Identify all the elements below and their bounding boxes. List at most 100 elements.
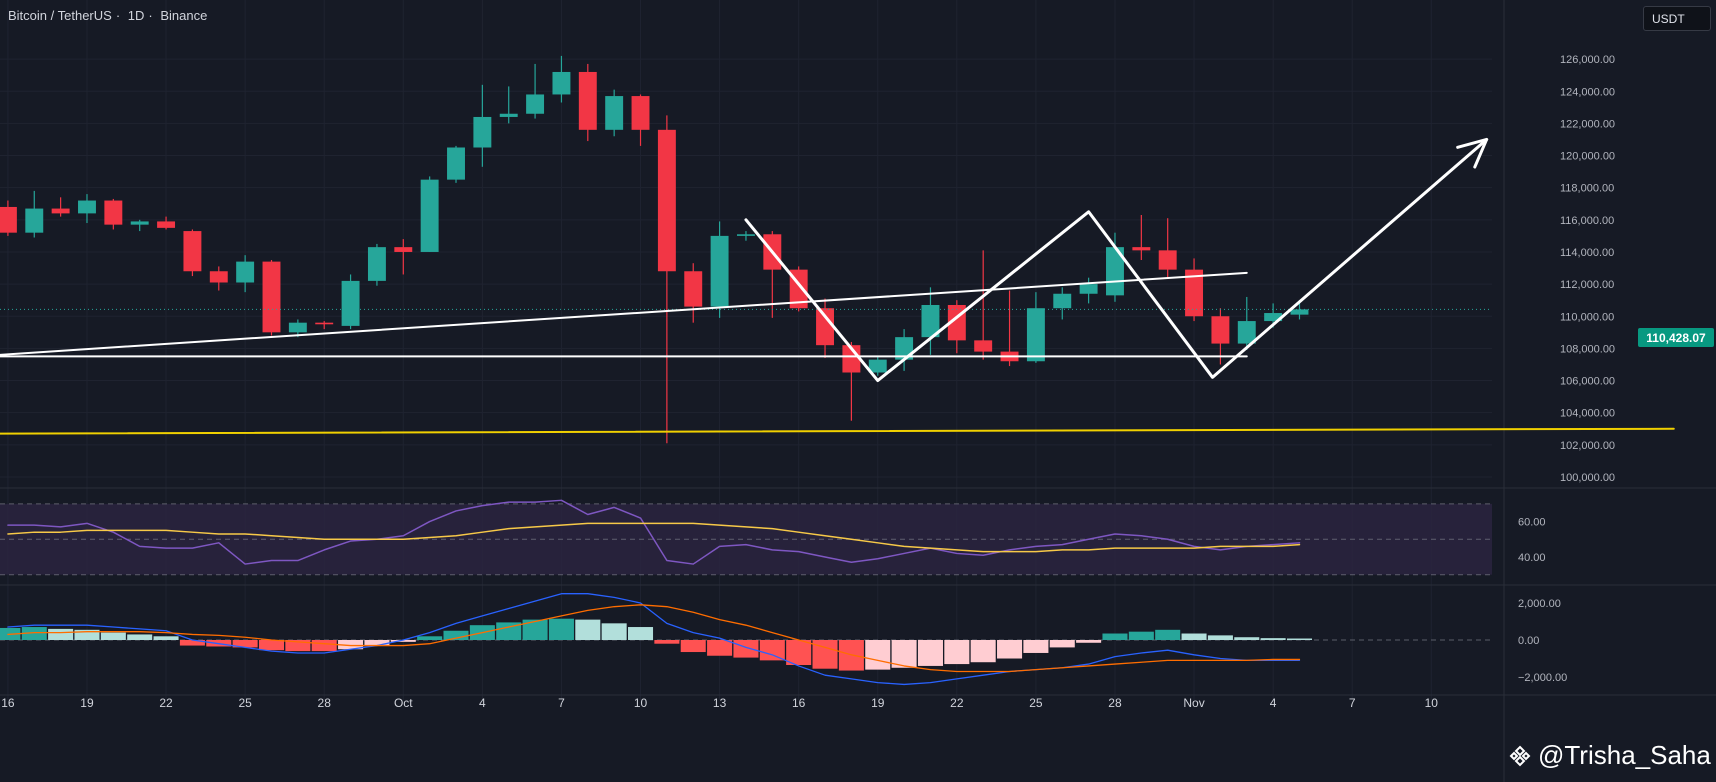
y-tick-label: 116,000.00: [1560, 215, 1614, 227]
y-tick-label: 112,000.00: [1560, 279, 1614, 291]
candle-body: [974, 340, 993, 352]
macd-histogram-bar: [390, 640, 416, 642]
symbol-title: Bitcoin / TetherUS · 1D · Binance: [8, 8, 208, 23]
macd-tick-label: 2,000.00: [1518, 598, 1561, 610]
macd-histogram-bar: [627, 627, 654, 640]
candle-body: [420, 179, 439, 252]
macd-histogram-bar: [1049, 640, 1075, 648]
macd-histogram-bar: [865, 640, 891, 670]
x-tick-label: 25: [238, 696, 252, 710]
candle-body: [236, 261, 255, 283]
macd-histogram-bar: [127, 634, 153, 640]
x-tick-label: 4: [1270, 696, 1277, 710]
symbol-name: Bitcoin / TetherUS: [8, 8, 112, 23]
x-tick-label: 28: [318, 696, 332, 710]
y-tick-label: 106,000.00: [1560, 376, 1615, 388]
watermark-text: @Trisha_Saha: [1538, 740, 1711, 770]
y-tick-label: 124,000.00: [1560, 86, 1615, 98]
macd-histogram-bar: [654, 640, 680, 644]
macd-histogram-bar: [1076, 640, 1102, 643]
macd-histogram-bar: [232, 640, 258, 648]
arrow-head: [1456, 137, 1489, 169]
macd-histogram-bar: [944, 640, 970, 665]
macd-histogram-bar: [601, 623, 627, 640]
binance-logo-icon: [1509, 745, 1531, 766]
macd-histogram-bar: [48, 628, 74, 640]
x-tick-label: Nov: [1183, 696, 1204, 710]
macd-line: [7, 593, 1301, 686]
macd-histogram-bar: [970, 640, 996, 663]
candle-body: [104, 200, 123, 225]
macd-histogram-bar: [1181, 633, 1207, 640]
candle-body: [1132, 247, 1151, 251]
candle-body: [1026, 308, 1045, 362]
key-support-line: [0, 427, 1675, 435]
y-tick-label: 120,000.00: [1560, 151, 1615, 163]
candle-body: [288, 322, 307, 333]
ascending-trendline: [0, 271, 1248, 356]
macd-histogram-bar: [1207, 635, 1233, 640]
macd-tick-label: 0.00: [1518, 635, 1539, 647]
interval-label: 1D: [127, 8, 145, 23]
y-tick-label: 102,000.00: [1560, 440, 1615, 452]
macd-histogram-bar: [311, 640, 337, 652]
macd-histogram-bar: [548, 618, 574, 640]
x-tick-label: 10: [1425, 696, 1439, 710]
macd-histogram-bar: [917, 640, 943, 666]
candle-body: [657, 129, 676, 272]
candle-body: [209, 271, 228, 283]
x-tick-label: 25: [1029, 696, 1043, 710]
macd-histogram-bar: [179, 640, 205, 646]
y-tick-label: 114,000.00: [1560, 247, 1614, 259]
candle-body: [1185, 269, 1204, 317]
x-tick-label: 13: [713, 696, 727, 710]
candle-body: [315, 322, 334, 325]
candle-body: [394, 247, 413, 252]
x-tick-label: 7: [558, 696, 565, 710]
x-tick-label: 16: [1, 696, 15, 710]
rsi-tick-label: 40.00: [1518, 552, 1546, 564]
signal-line: [7, 604, 1301, 673]
candle-body: [130, 221, 149, 225]
macd-histogram-bar: [338, 640, 364, 650]
macd-histogram-bar: [1128, 631, 1154, 640]
macd-histogram-bar: [759, 640, 785, 661]
macd-tick-label: −2,000.00: [1518, 672, 1567, 684]
candle-body: [341, 280, 360, 326]
candle-body: [1264, 313, 1283, 322]
rsi-line: [7, 499, 1301, 565]
candle-body: [605, 96, 624, 130]
macd-histogram-bar: [680, 640, 706, 653]
exchange-label: Binance: [160, 8, 208, 23]
y-tick-label: 108,000.00: [1560, 343, 1615, 355]
macd-histogram-bar: [74, 629, 100, 640]
x-tick-label: 28: [1108, 696, 1122, 710]
rsi-tick-label: 60.00: [1518, 517, 1546, 529]
candle-body: [78, 200, 96, 214]
candle-body: [684, 271, 703, 307]
y-tick-label: 100,000.00: [1560, 472, 1615, 484]
last-price-badge: 110,428.07: [1638, 328, 1714, 347]
y-tick-label: 104,000.00: [1560, 408, 1615, 420]
currency-selector[interactable]: USDT: [1643, 6, 1711, 31]
macd-histogram-bar: [100, 632, 126, 640]
x-tick-label: Oct: [394, 696, 413, 710]
candle-body: [157, 221, 176, 228]
candle-body: [447, 147, 465, 180]
macd-histogram-bar: [496, 622, 522, 640]
candle-body: [736, 234, 755, 236]
x-tick-label: 22: [950, 696, 964, 710]
candle-body: [710, 235, 729, 307]
x-tick-label: 7: [1349, 696, 1356, 710]
macd-histogram-bar: [997, 640, 1023, 659]
x-tick-label: 16: [792, 696, 806, 710]
watermark: @Trisha_Saha: [1508, 740, 1711, 771]
macd-histogram-bar: [1155, 629, 1181, 640]
candle-body: [552, 71, 571, 95]
candle-body: [526, 94, 545, 114]
x-tick-label: 10: [634, 696, 648, 710]
y-tick-label: 126,000.00: [1560, 54, 1615, 66]
macd-histogram-bar: [707, 640, 733, 656]
macd-histogram-bar: [1260, 638, 1286, 640]
